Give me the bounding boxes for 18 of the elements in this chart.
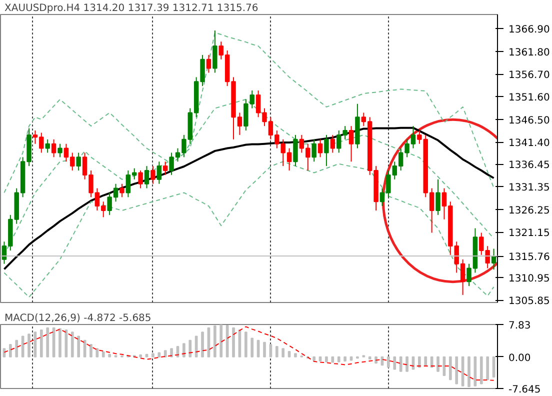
y-tick-label: 7.83	[508, 320, 531, 332]
y-tick-label: 1305.85	[508, 296, 550, 308]
y-tick-label: 1361.80	[508, 47, 550, 58]
y-tick-label: 1366.90	[508, 24, 550, 36]
y-tick-label: 1326.25	[508, 205, 550, 216]
y-tick-label: 0.00	[508, 352, 531, 364]
chart-title: XAUUSDpro.H4 1314.20 1317.39 1312.71 1315.76	[4, 3, 258, 14]
y-tick-label: 1356.70	[508, 70, 550, 82]
ref-line-label: 1315.76	[508, 252, 550, 264]
y-tick-label: 1336.45	[508, 160, 550, 172]
y-tick-label: 1351.60	[508, 92, 550, 104]
y-tick-label: 1346.50	[508, 115, 550, 126]
y-tick-label: 1321.15	[508, 228, 550, 240]
y-tick-label: -7.645	[508, 384, 541, 396]
chart-title: MACD(12,26,9) -4.872 -5.685	[4, 313, 152, 324]
y-tick-label: 1331.35	[508, 182, 550, 194]
y-tick-label: 1341.40	[508, 138, 550, 150]
y-tick-label: 1310.95	[508, 273, 550, 284]
